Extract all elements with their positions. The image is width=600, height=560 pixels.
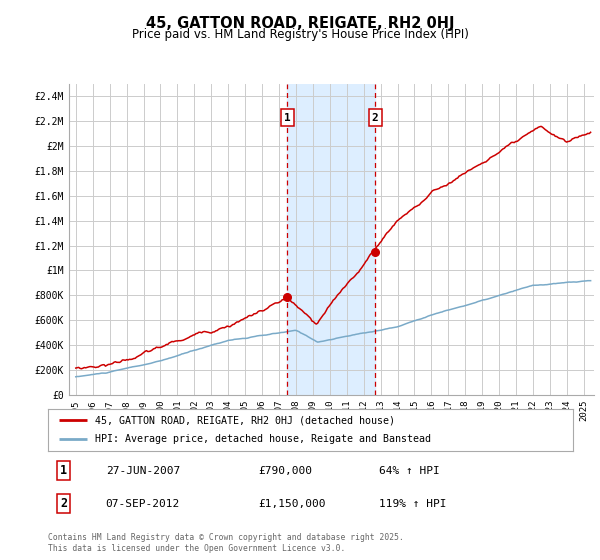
Bar bbox=[287, 84, 375, 395]
Text: 27-JUN-2007: 27-JUN-2007 bbox=[106, 466, 180, 476]
Text: 45, GATTON ROAD, REIGATE, RH2 0HJ (detached house): 45, GATTON ROAD, REIGATE, RH2 0HJ (detac… bbox=[95, 415, 395, 425]
Text: Price paid vs. HM Land Registry's House Price Index (HPI): Price paid vs. HM Land Registry's House … bbox=[131, 28, 469, 41]
Text: 2: 2 bbox=[60, 497, 67, 510]
Text: 64% ↑ HPI: 64% ↑ HPI bbox=[379, 466, 439, 476]
Text: Contains HM Land Registry data © Crown copyright and database right 2025.
This d: Contains HM Land Registry data © Crown c… bbox=[48, 533, 404, 553]
Text: 07-SEP-2012: 07-SEP-2012 bbox=[106, 499, 180, 509]
Text: 2: 2 bbox=[371, 113, 379, 123]
Text: £1,150,000: £1,150,000 bbox=[258, 499, 325, 509]
Text: 45, GATTON ROAD, REIGATE, RH2 0HJ: 45, GATTON ROAD, REIGATE, RH2 0HJ bbox=[146, 16, 454, 31]
Text: £790,000: £790,000 bbox=[258, 466, 312, 476]
Text: 119% ↑ HPI: 119% ↑ HPI bbox=[379, 499, 446, 509]
Text: 1: 1 bbox=[284, 113, 291, 123]
Text: 1: 1 bbox=[60, 464, 67, 477]
Text: HPI: Average price, detached house, Reigate and Banstead: HPI: Average price, detached house, Reig… bbox=[95, 435, 431, 445]
